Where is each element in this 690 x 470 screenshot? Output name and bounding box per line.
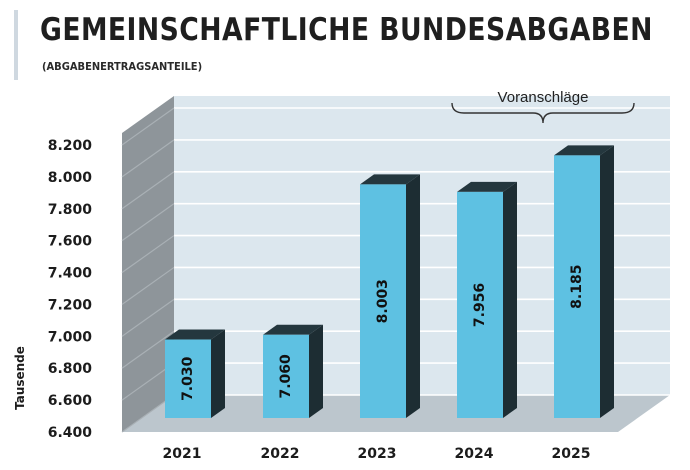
side-wall xyxy=(122,96,174,432)
annotation-brace xyxy=(451,102,635,124)
bar-top-face xyxy=(165,329,225,340)
x-tick-label: 2022 xyxy=(261,446,300,462)
chart-annotation: Voranschläge xyxy=(451,89,635,124)
x-tick-label: 2021 xyxy=(163,446,202,462)
bar-value-label: 8.003 xyxy=(375,279,391,323)
bar-front-face xyxy=(457,191,503,418)
x-tick-label: 2025 xyxy=(552,446,591,462)
y-axis-ticks: 6.400 6.600 6.800 7.000 7.200 7.400 7.600 7.800… xyxy=(48,138,93,441)
bar-2024: 7.956 xyxy=(457,181,517,418)
y-tick-label: 7.400 xyxy=(48,266,93,282)
annotation-label: Voranschläge xyxy=(498,89,589,106)
bar-top-face xyxy=(554,145,614,156)
page-subtitle: (ABGABENERTRAGSANTEILE) xyxy=(42,60,203,73)
bar-top-face xyxy=(360,174,420,185)
y-tick-label: 7.000 xyxy=(48,329,93,345)
title-accent-bar xyxy=(14,10,18,80)
bar-side-face xyxy=(406,174,420,418)
bar-value-label: 7.030 xyxy=(180,356,196,401)
x-tick-label: 2023 xyxy=(358,446,397,462)
bar-2023: 8.003 xyxy=(360,174,420,418)
y-tick-label: 6.400 xyxy=(48,425,93,441)
x-tick-label: 2024 xyxy=(455,446,494,462)
bar-side-face xyxy=(211,329,225,418)
gridline-side xyxy=(121,330,175,369)
y-tick-label: 6.600 xyxy=(48,393,93,409)
page-title: GEMEINSCHAFTLICHE BUNDESABGABEN xyxy=(40,12,653,48)
gridline-side xyxy=(121,298,175,337)
y-tick-label: 7.200 xyxy=(48,297,93,313)
chart-bars: 7.030 7.060 8.003 7.956 8.185 xyxy=(165,145,614,418)
bar-value-label: 8.185 xyxy=(569,265,585,309)
bar-side-face xyxy=(600,145,614,418)
bar-2025: 8.185 xyxy=(554,145,614,418)
gridline-side xyxy=(121,203,175,242)
y-tick-label: 7.800 xyxy=(48,202,93,218)
gridline-side xyxy=(121,266,175,305)
bar-front-face xyxy=(165,339,211,418)
bar-value-label: 7.956 xyxy=(472,283,488,327)
bar-front-face xyxy=(263,334,309,418)
y-tick-label: 8.000 xyxy=(48,170,93,186)
bar-front-face xyxy=(360,184,406,418)
bar-front-face xyxy=(554,155,600,418)
gridline-side xyxy=(121,139,175,178)
gridline-side xyxy=(121,171,175,210)
y-axis-label: Tausende xyxy=(13,346,27,410)
bar-2022: 7.060 xyxy=(263,324,323,418)
y-tick-label: 8.200 xyxy=(48,138,93,154)
bar-side-face xyxy=(309,324,323,418)
bar-value-label: 7.060 xyxy=(278,354,294,399)
gridline-side xyxy=(121,107,175,146)
y-tick-label: 6.800 xyxy=(48,361,93,377)
x-axis-ticks: 2021 2022 2023 2024 2025 xyxy=(163,446,591,462)
bar-top-face xyxy=(457,181,517,192)
gridline-side xyxy=(121,235,175,274)
bar-2021: 7.030 xyxy=(165,329,225,418)
bar-side-face xyxy=(503,181,517,418)
bar-top-face xyxy=(263,324,323,335)
y-tick-label: 7.600 xyxy=(48,234,93,250)
